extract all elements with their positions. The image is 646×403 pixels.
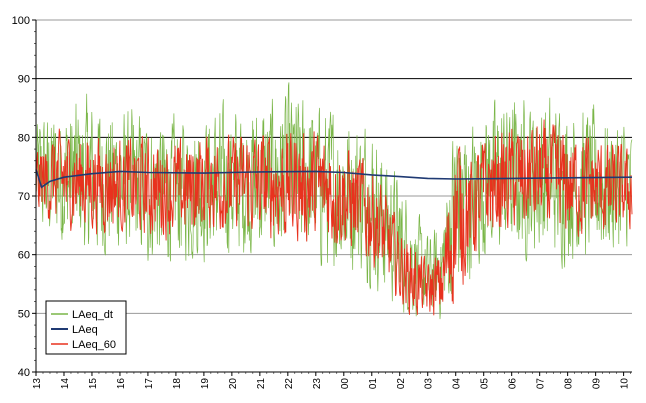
- x-tick-label: 04: [452, 378, 463, 390]
- y-tick-label: 70: [18, 191, 30, 203]
- x-tick-label: 22: [284, 378, 295, 390]
- x-tick-label: 01: [368, 378, 379, 390]
- x-tick-label: 07: [536, 378, 547, 390]
- x-tick-label: 08: [564, 378, 575, 390]
- x-tick-label: 21: [256, 378, 267, 390]
- series-laeq: [35, 169, 633, 189]
- x-tick-label: 09: [592, 378, 603, 390]
- x-tick-label: 00: [340, 378, 351, 390]
- legend-label: LAeq_dt: [72, 309, 113, 321]
- legend-box: [45, 300, 127, 355]
- y-tick-label: 60: [18, 250, 30, 262]
- series-line-laeq-dt: [35, 82, 633, 320]
- series-laeq-60: [35, 119, 633, 316]
- x-tick-label: 20: [228, 378, 239, 390]
- legend: LAeq_dt LAeq LAeq_60: [45, 300, 127, 355]
- y-tick-label: 40: [18, 367, 30, 379]
- x-tick-label: 18: [172, 378, 183, 390]
- y-tick-label: 100: [12, 15, 30, 27]
- x-tick-label: 19: [200, 378, 211, 390]
- series-line-laeq: [35, 169, 633, 189]
- x-tick-label: 06: [508, 378, 519, 390]
- y-axis-ticks: 40 50 60 70 80 90 100: [12, 15, 36, 379]
- x-axis-ticks: 13 14 15 16 17 18 19 20 21 22 23 00 01 02 03 04 05 06 07 08…: [32, 372, 631, 389]
- x-tick-label: 05: [480, 378, 491, 390]
- legend-label: LAeq: [72, 324, 98, 336]
- y-tick-label: 50: [18, 308, 30, 320]
- x-tick-label: 13: [32, 378, 43, 390]
- legend-label: LAeq_60: [72, 339, 116, 351]
- x-tick-label: 17: [144, 378, 155, 390]
- x-tick-label: 14: [60, 378, 71, 390]
- x-tick-label: 23: [312, 378, 323, 390]
- series-line-laeq-60: [35, 119, 633, 316]
- y-tick-label: 90: [18, 74, 30, 86]
- x-tick-label: 03: [424, 378, 435, 390]
- x-tick-label: 15: [88, 378, 99, 390]
- x-tick-label: 10: [620, 378, 631, 390]
- x-tick-label: 02: [396, 378, 407, 390]
- y-tick-label: 80: [18, 132, 30, 144]
- series-laeq-dt: [35, 82, 633, 320]
- x-tick-label: 16: [116, 378, 127, 390]
